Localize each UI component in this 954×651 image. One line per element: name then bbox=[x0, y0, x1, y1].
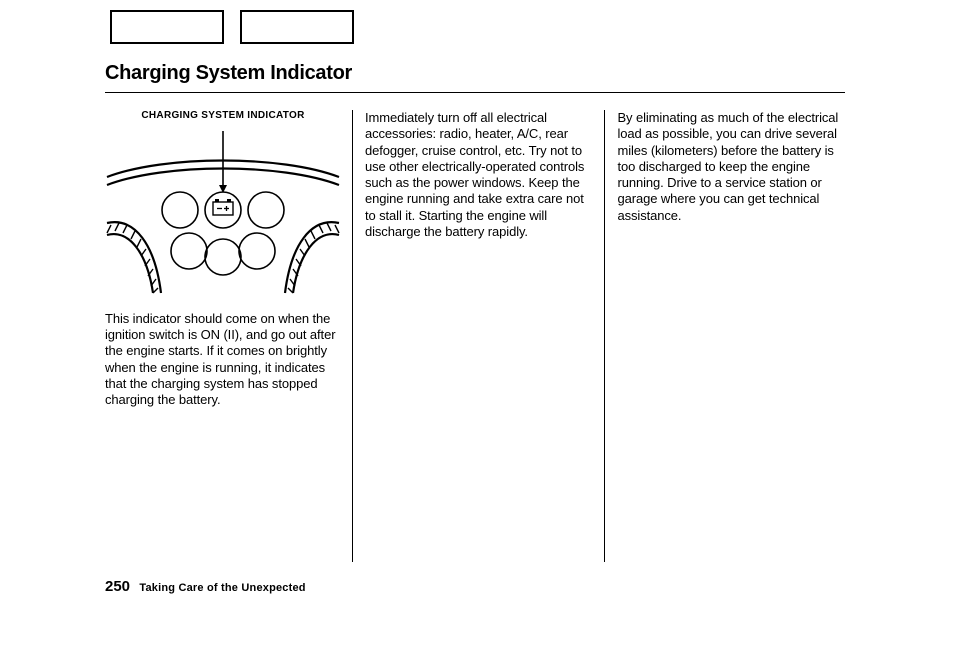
nav-box-1[interactable] bbox=[110, 10, 224, 44]
nav-box-2[interactable] bbox=[240, 10, 354, 44]
column-2: Immediately turn off all electrical acce… bbox=[352, 110, 606, 562]
column-1: CHARGING SYSTEM INDICATOR This indicator… bbox=[105, 110, 352, 562]
top-buttons-row bbox=[110, 10, 354, 44]
column-3: By eliminating as much of the electrical… bbox=[605, 110, 845, 562]
heading-rule bbox=[105, 92, 845, 93]
diagram-block: CHARGING SYSTEM INDICATOR bbox=[105, 110, 341, 299]
body-columns: CHARGING SYSTEM INDICATOR This indicator… bbox=[105, 110, 845, 562]
page-footer: 250 Taking Care of the Unexpected bbox=[105, 578, 306, 595]
page-number: 250 bbox=[105, 578, 130, 595]
section-title: Taking Care of the Unexpected bbox=[139, 582, 305, 594]
page-heading: Charging System Indicator bbox=[105, 62, 352, 85]
manual-page: Charging System Indicator CHARGING SYSTE… bbox=[0, 0, 954, 651]
column-3-text: By eliminating as much of the electrical… bbox=[617, 110, 845, 224]
column-2-text: Immediately turn off all electrical acce… bbox=[365, 110, 593, 240]
column-1-text: This indicator should come on when the i… bbox=[105, 311, 342, 409]
dashboard-diagram bbox=[105, 125, 341, 295]
diagram-caption: CHARGING SYSTEM INDICATOR bbox=[105, 110, 341, 123]
